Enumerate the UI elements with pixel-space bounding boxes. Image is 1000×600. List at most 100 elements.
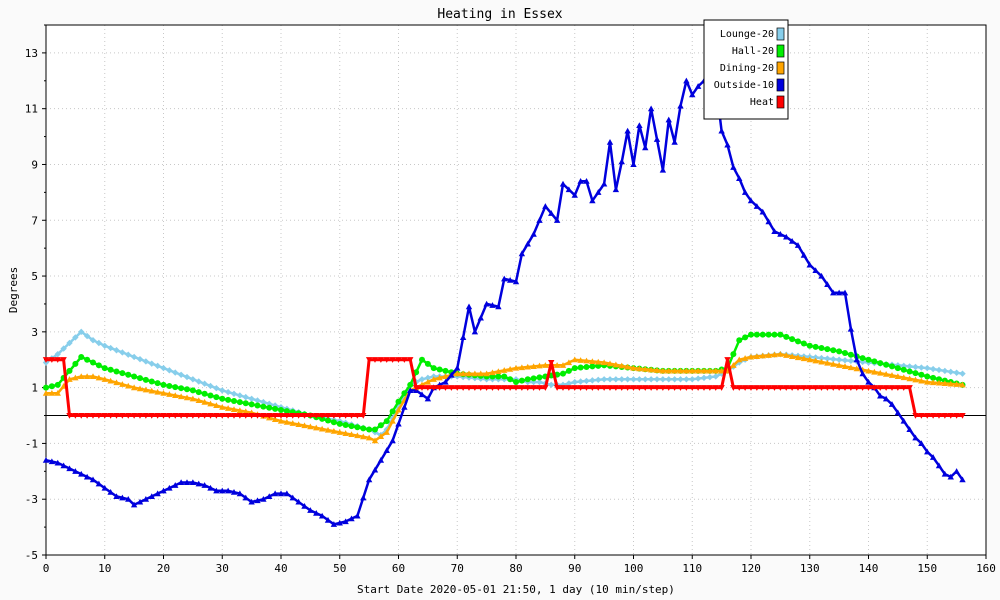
- series-point-outside-10: [72, 468, 79, 474]
- series-point-lounge-20: [665, 376, 672, 383]
- series-point-heat: [612, 385, 620, 391]
- series-point-hall-20: [783, 333, 790, 340]
- series-point-lounge-20: [694, 375, 702, 382]
- series-point-dining-20: [882, 371, 890, 377]
- series-point-heat: [412, 385, 420, 391]
- series-point-hall-20: [513, 379, 519, 386]
- series-point-outside-10: [906, 426, 913, 433]
- series-point-hall-20: [95, 362, 102, 369]
- series-point-dining-20: [48, 390, 56, 396]
- series-point-outside-10: [788, 237, 796, 244]
- series-point-heat: [830, 385, 837, 391]
- series-point-lounge-20: [101, 342, 108, 349]
- series-point-hall-20: [800, 340, 807, 347]
- series-point-hall-20: [883, 361, 890, 368]
- series-point-outside-10: [659, 166, 667, 173]
- series-point-hall-20: [278, 406, 284, 413]
- series-point-lounge-20: [183, 373, 191, 381]
- y-tick-label: -1: [25, 437, 38, 450]
- series-point-heat: [706, 385, 714, 391]
- series-point-hall-20: [260, 403, 267, 410]
- series-point-heat: [859, 385, 866, 391]
- series-point-dining-20: [841, 363, 849, 369]
- legend-swatch-heat: [776, 95, 785, 109]
- series-point-hall-20: [524, 376, 531, 383]
- y-tick-label: 3: [31, 326, 38, 339]
- series-heat: [42, 357, 966, 419]
- series-point-lounge-20: [424, 374, 432, 382]
- series-point-outside-10: [89, 476, 97, 483]
- series-point-outside-10: [671, 138, 678, 145]
- series-point-heat: [518, 385, 526, 391]
- series-point-heat: [495, 385, 502, 391]
- series-point-heat: [189, 412, 197, 419]
- series-point-heat: [841, 385, 849, 391]
- series-point-outside-10: [818, 272, 825, 279]
- series-point-outside-10: [342, 518, 349, 525]
- series-point-dining-20: [853, 365, 860, 372]
- series-point-outside-10: [230, 489, 238, 495]
- series-point-dining-20: [818, 358, 825, 365]
- series-point-dining-20: [307, 423, 314, 430]
- series-point-heat: [430, 385, 437, 391]
- series-point-outside-10: [83, 473, 91, 480]
- series-point-heat: [941, 412, 949, 419]
- series-point-heat: [219, 412, 226, 419]
- series-point-heat: [324, 412, 332, 419]
- legend-swatch-hall-20: [776, 44, 785, 58]
- series-point-dining-20: [195, 397, 202, 404]
- series-point-dining-20: [348, 431, 355, 438]
- series-point-heat: [665, 385, 672, 391]
- series-point-hall-20: [72, 360, 79, 367]
- series-point-lounge-20: [830, 355, 837, 363]
- series-point-heat: [242, 412, 249, 419]
- series-point-hall-20: [930, 374, 937, 381]
- series-point-dining-20: [148, 387, 155, 394]
- series-point-dining-20: [624, 363, 631, 370]
- series-point-dining-20: [42, 390, 50, 396]
- series-point-heat: [818, 385, 825, 391]
- series-point-lounge-20: [712, 373, 719, 380]
- x-tick-label: 60: [392, 562, 405, 575]
- series-point-outside-10: [618, 158, 625, 165]
- series-point-heat: [283, 412, 291, 419]
- series-point-heat: [48, 357, 56, 363]
- series-point-dining-20: [477, 370, 484, 377]
- series-point-heat: [318, 412, 326, 419]
- series-point-outside-10: [401, 403, 408, 410]
- series-outside-10: [42, 77, 966, 527]
- series-point-heat: [600, 385, 608, 391]
- series-point-dining-20: [606, 360, 614, 367]
- series-point-outside-10: [418, 391, 426, 398]
- series-point-hall-20: [836, 348, 843, 355]
- series-point-hall-20: [78, 353, 85, 360]
- series-point-heat: [800, 385, 808, 391]
- series-point-lounge-20: [929, 365, 937, 373]
- series-point-heat: [89, 412, 97, 419]
- series-point-heat: [847, 385, 855, 391]
- series-point-dining-20: [330, 427, 338, 434]
- series-point-outside-10: [277, 490, 285, 497]
- series-point-heat: [853, 385, 860, 391]
- series-point-outside-10: [177, 479, 185, 486]
- series-point-outside-10: [794, 242, 802, 248]
- series-point-lounge-20: [700, 374, 708, 382]
- series-point-outside-10: [266, 493, 273, 499]
- series-point-outside-10: [771, 228, 778, 234]
- series-point-hall-20: [442, 367, 449, 374]
- series-point-dining-20: [213, 402, 220, 409]
- series-point-hall-20: [401, 390, 408, 397]
- series-point-dining-20: [119, 381, 126, 387]
- series-point-outside-10: [929, 454, 937, 460]
- y-axis-title: Degrees: [7, 267, 20, 313]
- series-point-dining-20: [524, 363, 531, 370]
- series-point-dining-20: [712, 367, 719, 374]
- series-point-dining-20: [835, 362, 843, 368]
- series-point-dining-20: [565, 359, 573, 366]
- series-point-heat: [595, 385, 602, 391]
- series-point-outside-10: [812, 267, 819, 274]
- series-point-hall-20: [900, 366, 907, 373]
- series-point-heat: [935, 412, 943, 419]
- series-point-outside-10: [383, 447, 390, 453]
- series-point-outside-10: [947, 473, 954, 480]
